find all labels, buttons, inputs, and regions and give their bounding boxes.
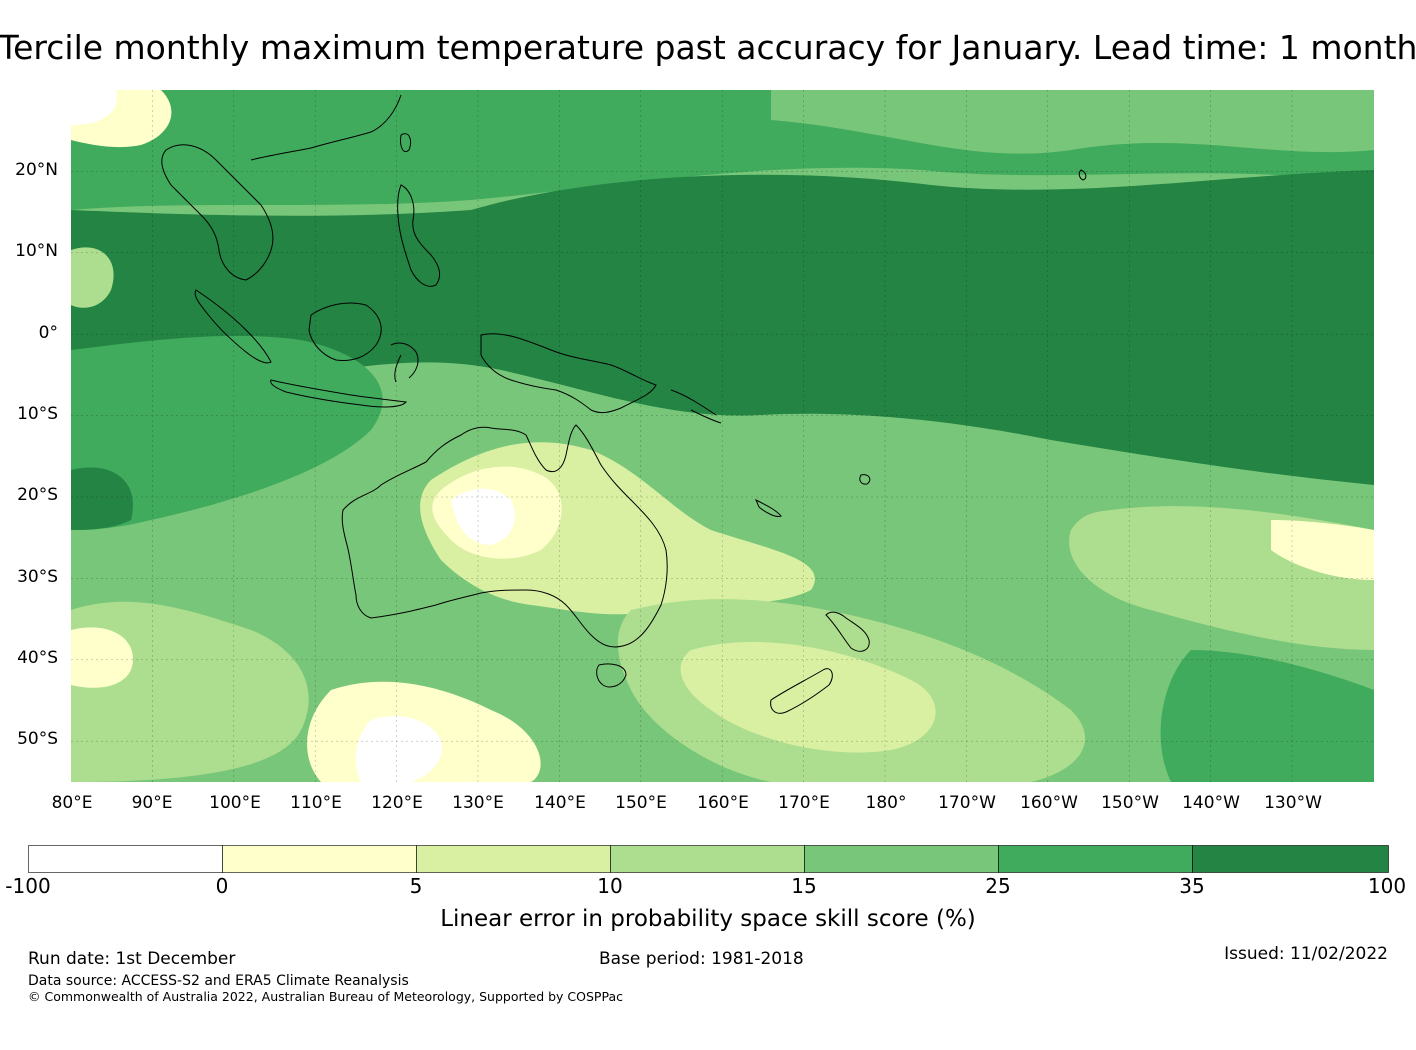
taiwan-coastline <box>400 133 412 153</box>
skill-region-indian-ocean <box>71 335 383 530</box>
gridlines <box>71 90 1374 782</box>
indochina-coastline <box>161 144 274 281</box>
colorbar-tick: 35 <box>1179 874 1205 898</box>
new-caledonia-coastline <box>755 498 782 517</box>
fiji-coastline <box>859 474 871 485</box>
lon-label: 130°W <box>1264 793 1322 813</box>
solomon-islands-coastline <box>670 389 722 424</box>
base-period: Base period: 1981-2018 <box>599 949 804 969</box>
colorbar-tick: 0 <box>215 874 229 898</box>
colorbar-segment <box>222 845 417 873</box>
lon-label: 140°W <box>1182 793 1240 813</box>
skill-region-equatorial <box>71 170 1374 485</box>
lat-label: 10°S <box>17 404 58 424</box>
issued-date: Issued: 11/02/2022 <box>1224 944 1388 964</box>
new-guinea-coastline <box>480 333 657 414</box>
colorbar-tick: 100 <box>1367 874 1407 898</box>
lon-label: 90°E <box>131 793 173 813</box>
colorbar-tick: 15 <box>791 874 817 898</box>
skill-score-map <box>71 90 1374 782</box>
colorbar-tick: -100 <box>5 874 51 898</box>
copyright: © Commonwealth of Australia 2022, Austra… <box>28 989 623 1004</box>
colorbar-segment <box>610 845 805 873</box>
hawaii-coastline <box>1078 169 1087 181</box>
map-title: Tercile monthly maximum temperature past… <box>0 28 1416 67</box>
data-source: Data source: ACCESS-S2 and ERA5 Climate … <box>28 973 409 989</box>
colorbar-segment <box>1192 845 1389 873</box>
lon-label: 120°E <box>371 793 423 813</box>
tasmania-coastline <box>596 663 627 688</box>
lon-label: 160°E <box>697 793 749 813</box>
borneo-coastline <box>308 302 382 361</box>
colorbar-segment <box>804 845 999 873</box>
china-coastline <box>250 94 402 161</box>
lat-label: 40°S <box>17 648 58 668</box>
lon-label: 180° <box>865 793 907 813</box>
colorbar-label: Linear error in probability space skill … <box>440 906 976 932</box>
run-date: Run date: 1st December <box>28 949 236 969</box>
lat-label: 10°N <box>15 241 58 261</box>
coastlines <box>161 94 1087 714</box>
lat-label: 20°S <box>17 485 58 505</box>
lon-label: 150°E <box>615 793 667 813</box>
sulawesi-coastline <box>390 342 419 383</box>
lon-label: 80°E <box>51 793 93 813</box>
colorbar-tick: 10 <box>597 874 623 898</box>
lon-label: 160°W <box>1020 793 1078 813</box>
lat-label: 50°S <box>17 729 58 749</box>
lon-label: 100°E <box>209 793 261 813</box>
lat-label: 0° <box>38 323 58 343</box>
colorbar-segment <box>998 845 1193 873</box>
colorbar-tick: 25 <box>985 874 1011 898</box>
philippines-coastline <box>397 184 441 287</box>
lon-label: 150°W <box>1101 793 1159 813</box>
skill-region-south-west-low <box>71 601 309 782</box>
lon-label: 170°W <box>938 793 996 813</box>
lon-label: 140°E <box>534 793 586 813</box>
lat-label: 30°S <box>17 567 58 587</box>
colorbar <box>28 845 1389 873</box>
skill-region-north-light <box>771 90 1374 154</box>
java-coastline <box>270 379 407 408</box>
australia-coastline <box>341 424 668 648</box>
lon-label: 110°E <box>290 793 342 813</box>
new-zealand-north-coastline <box>825 611 870 652</box>
lat-label: 20°N <box>15 160 58 180</box>
colorbar-segment <box>416 845 611 873</box>
sumatra-coastline <box>194 289 272 364</box>
new-zealand-south-coastline <box>770 668 833 714</box>
lon-label: 170°E <box>778 793 830 813</box>
colorbar-tick: 5 <box>409 874 423 898</box>
lon-label: 130°E <box>452 793 504 813</box>
colorbar-segment <box>28 845 223 873</box>
